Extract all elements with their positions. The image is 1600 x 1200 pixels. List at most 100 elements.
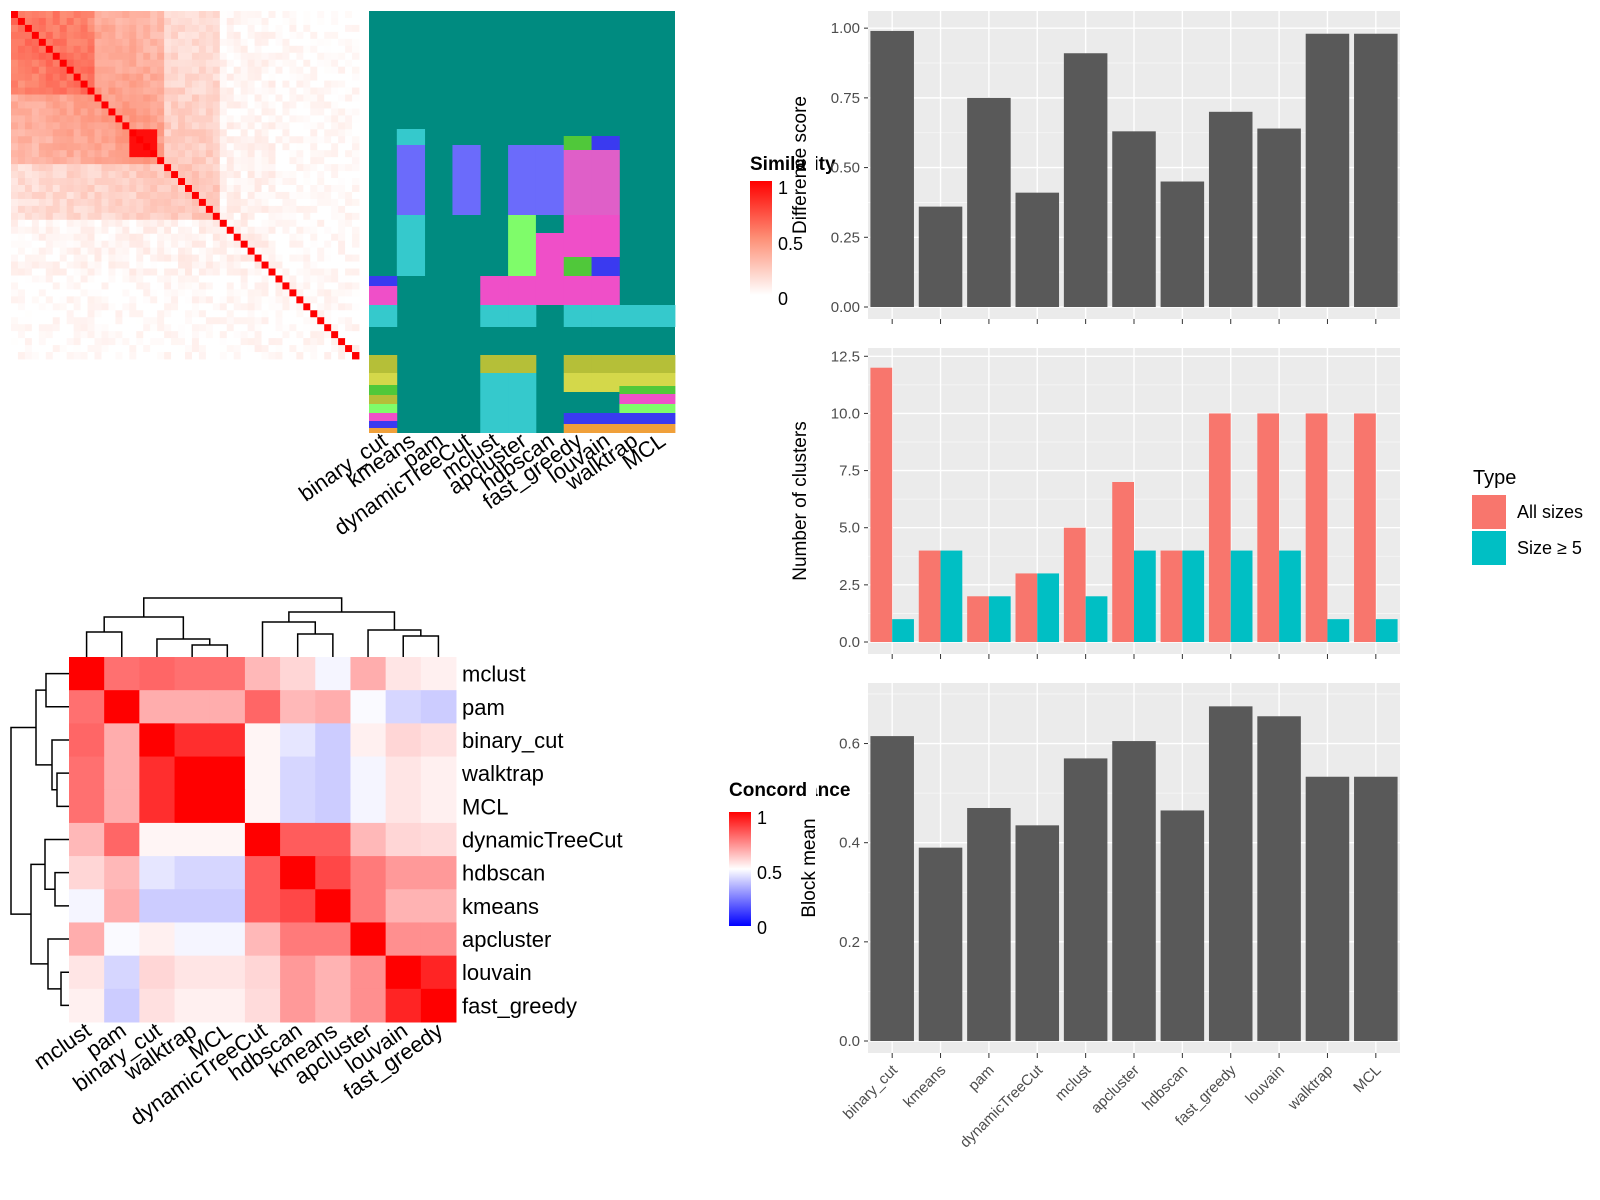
similarity-cell: [164, 282, 172, 290]
similarity-cell: [185, 52, 193, 61]
similarity-cell: [226, 94, 235, 102]
similarity-cell: [352, 282, 360, 290]
similarity-cell: [324, 338, 332, 346]
similarity-cell: [171, 17, 179, 26]
similarity-cell: [247, 129, 255, 137]
similarity-cell: [303, 31, 311, 40]
similarity-cell: [254, 59, 262, 68]
similarity-cell: [289, 296, 297, 304]
similarity-cell: [198, 226, 207, 235]
similarity-cell: [52, 212, 61, 221]
similarity-cell: [17, 191, 26, 200]
similarity-cell: [345, 282, 353, 290]
similarity-cell: [254, 331, 262, 339]
similarity-cell: [261, 108, 269, 116]
similarity-cell: [226, 338, 235, 346]
similarity-cell: [310, 352, 318, 360]
similarity-cell: [205, 345, 214, 353]
similarity-cell: [101, 233, 109, 242]
membership-block: [369, 421, 398, 428]
similarity-cell: [94, 73, 102, 81]
similarity-cell: [150, 17, 158, 26]
similarity-cell: [52, 205, 61, 214]
similarity-cell: [198, 185, 207, 193]
similarity-cell: [219, 101, 228, 109]
similarity-cell: [31, 108, 40, 116]
similarity-cell: [303, 45, 311, 54]
similarity-cell: [275, 282, 283, 290]
similarity-cell: [219, 122, 228, 130]
similarity-cell: [212, 303, 221, 311]
similarity-cell: [143, 171, 151, 179]
similarity-cell: [157, 275, 165, 283]
similarity-cell: [45, 24, 54, 33]
similarity-cell: [24, 345, 33, 353]
similarity-cell: [24, 310, 33, 318]
similarity-cell: [73, 24, 81, 33]
similarity-cell: [101, 240, 109, 249]
similarity-cell: [24, 143, 33, 151]
similarity-cell: [108, 352, 116, 360]
similarity-cell: [268, 205, 276, 214]
similarity-cell: [157, 31, 165, 40]
similarity-cell: [226, 150, 235, 158]
similarity-cell: [178, 191, 186, 200]
concordance-cell: [350, 822, 387, 857]
similarity-cell: [352, 45, 360, 54]
similarity-cell: [317, 254, 325, 262]
similarity-cell: [80, 108, 88, 116]
similarity-cell: [352, 191, 360, 200]
similarity-cell: [122, 129, 130, 137]
similarity-cell: [185, 331, 193, 339]
similarity-cell: [38, 275, 47, 283]
similarity-cell: [303, 261, 311, 269]
similarity-cell: [157, 129, 165, 137]
similarity-cell: [338, 212, 346, 221]
similarity-cell: [178, 338, 186, 346]
similarity-cell: [73, 338, 81, 346]
similarity-cell: [80, 80, 88, 88]
similarity-cell: [219, 185, 228, 193]
similarity-cell: [289, 24, 297, 33]
similarity-cell: [254, 178, 262, 186]
similarity-cell: [345, 178, 353, 186]
similarity-cell: [198, 275, 207, 283]
similarity-cell: [191, 226, 200, 235]
similarity-cell: [101, 261, 109, 269]
similarity-cell: [31, 268, 40, 276]
similarity-cell: [11, 247, 19, 255]
similarity-cell: [157, 178, 165, 186]
similarity-cell: [268, 240, 276, 249]
concordance-cell: [244, 988, 281, 1023]
similarity-cell: [108, 289, 116, 297]
similarity-cell: [303, 178, 311, 186]
similarity-cell: [129, 66, 137, 75]
similarity-cell: [136, 80, 144, 88]
similarity-cell: [261, 338, 269, 346]
similarity-cell: [191, 247, 200, 255]
similarity-cell: [254, 275, 262, 283]
similarity-cell: [17, 101, 26, 109]
concordance-legend-tick-high: 1: [757, 808, 767, 828]
similarity-cell: [268, 122, 276, 130]
similarity-cell: [233, 268, 242, 276]
similarity-cell: [226, 296, 235, 304]
concordance-row-label: hdbscan: [462, 861, 545, 886]
similarity-cell: [66, 31, 75, 40]
similarity-cell: [73, 157, 81, 165]
bar-size-5: [1182, 550, 1205, 642]
similarity-cell: [338, 198, 346, 207]
similarity-cell: [198, 310, 207, 318]
similarity-cell: [331, 171, 339, 179]
similarity-cell: [212, 275, 221, 283]
similarity-cell: [31, 303, 40, 311]
concordance-cell: [139, 988, 176, 1023]
similarity-cell: [17, 324, 26, 332]
similarity-cell: [212, 205, 221, 214]
similarity-cell: [59, 122, 68, 130]
type-legend-key-size5: [1472, 531, 1506, 565]
similarity-cell: [352, 171, 360, 179]
similarity-cell: [66, 275, 75, 283]
similarity-cell: [324, 31, 332, 40]
similarity-cell: [94, 275, 102, 283]
